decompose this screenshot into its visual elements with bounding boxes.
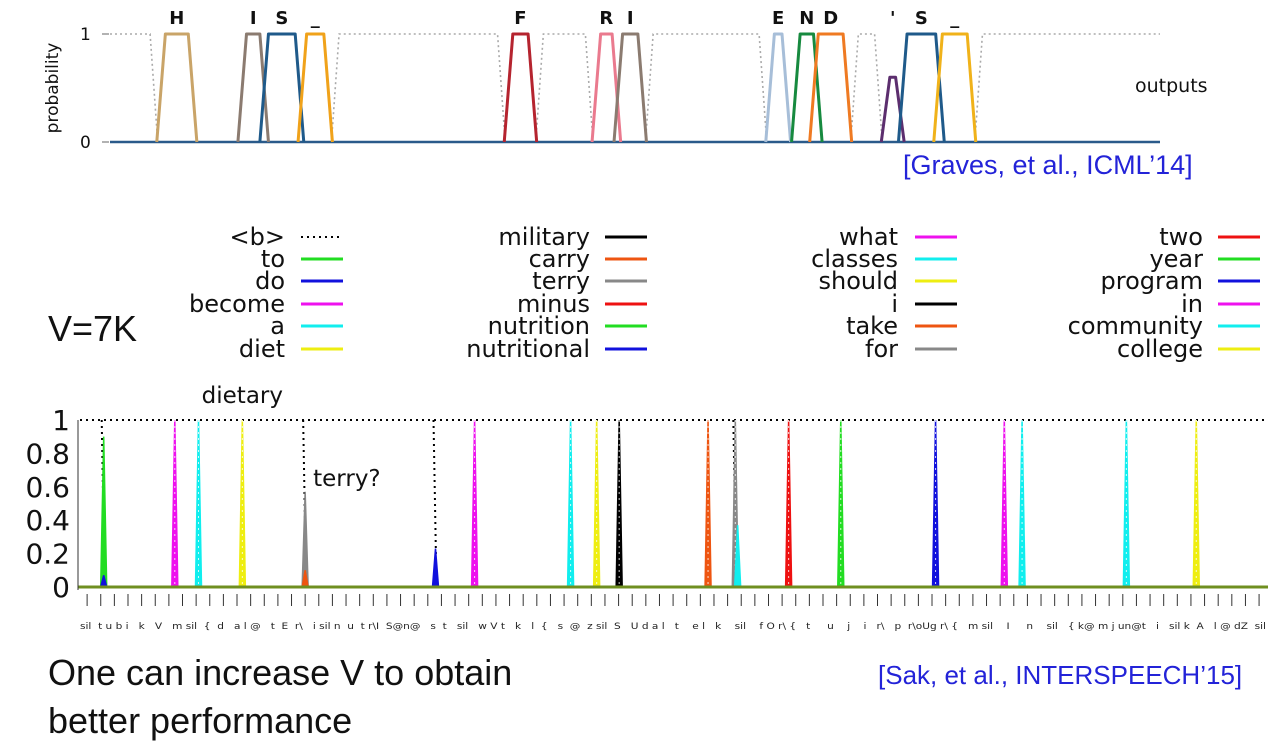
- top-char-label-9: D: [823, 8, 838, 29]
- legend-label-4: a: [270, 312, 285, 340]
- legend-label-23: college: [1117, 335, 1203, 363]
- top-char-label-2: S: [275, 8, 288, 29]
- bottom-annotation-0: dietary: [202, 383, 283, 409]
- top-char-label-5: R: [599, 8, 613, 29]
- vocab-size-label: V=7K: [48, 308, 138, 349]
- legend-label-13: classes: [811, 245, 898, 273]
- bottom-ytick-1: 0.2: [25, 538, 70, 571]
- legend-label-19: year: [1149, 245, 1203, 273]
- top-peak-5: [590, 32, 623, 143]
- bottom-xticks: [86, 594, 1260, 606]
- legend-label-22: community: [1068, 312, 1203, 340]
- top-char-label-11: S: [915, 8, 928, 29]
- top-char-label-0: H: [169, 8, 184, 29]
- bottom-ytick-3: 0.6: [25, 471, 70, 504]
- top-char-label-6: I: [627, 8, 634, 29]
- legend-label-16: take: [846, 312, 898, 340]
- top-peak-9: [808, 32, 854, 143]
- top-char-label-12: _: [950, 8, 959, 29]
- bottom-ytick-4: 0.8: [25, 437, 70, 470]
- bottom-spike-7: [431, 548, 440, 588]
- legend-label-20: program: [1101, 267, 1203, 295]
- top-annotation: outputs: [1135, 75, 1208, 97]
- legend-label-5: diet: [239, 335, 285, 363]
- top-char-labels: H I S _ F R I E N D ' S _: [169, 8, 959, 29]
- top-char-label-4: F: [514, 8, 526, 29]
- top-char-label-10: ': [890, 8, 896, 29]
- citation-graves: [Graves, et al., ICML’14]: [903, 150, 1193, 180]
- top-peak-2: [258, 32, 306, 143]
- legend-label-10: nutrition: [488, 312, 590, 340]
- top-char-label-1: I: [250, 8, 257, 29]
- top-peak-12: [932, 32, 978, 143]
- top-char-label-8: N: [799, 8, 814, 29]
- legend-label-15: i: [891, 290, 898, 318]
- bottom-spike-0: [99, 436, 108, 588]
- bottom-spikes: [99, 419, 1201, 588]
- legend-label-8: terry: [532, 267, 590, 295]
- top-peak-7: [764, 32, 793, 143]
- top-blank-dotted-line: [110, 33, 1160, 143]
- top-peak-11: [896, 32, 946, 143]
- legend-label-1: to: [261, 245, 285, 273]
- caption-line-2: better performance: [48, 700, 353, 741]
- bottom-annotations: dietary terry?: [202, 383, 381, 492]
- bottom-ytick-0: 0: [52, 571, 70, 604]
- legend-label-7: carry: [529, 245, 590, 273]
- bottom-ytick-5: 1: [52, 404, 70, 437]
- top-peaks-group: [155, 32, 978, 143]
- top-peak-8: [790, 32, 824, 143]
- bottom-annotation-1: terry?: [313, 466, 381, 492]
- legend-label-9: minus: [517, 290, 590, 318]
- legend-label-3: become: [189, 290, 285, 318]
- legend-label-11: nutritional: [466, 335, 590, 363]
- bottom-blank-curve: [80, 419, 1265, 588]
- bottom-ctc-chart: 00.20.40.60.81 dietary terry? sil t u b i…: [25, 383, 1268, 632]
- legend-label-6: military: [498, 223, 590, 251]
- legend-label-18: two: [1159, 223, 1203, 251]
- caption-line-1: One can increase V to obtain: [48, 652, 513, 693]
- top-ctc-chart: probability 1 0 H I S _ F R I E N D ' S _ outputs: [43, 8, 1208, 153]
- top-char-label-3: _: [311, 8, 320, 29]
- legend-label-17: for: [865, 335, 898, 363]
- bottom-yticks: 00.20.40.60.81: [25, 404, 70, 604]
- legend-label-2: do: [255, 267, 285, 295]
- top-peak-0: [155, 32, 199, 143]
- phone-label-row: sil t u b i k V m sil { d a l @ t E r\ i…: [80, 622, 1266, 632]
- legend-label-21: in: [1181, 290, 1203, 318]
- top-peak-4: [502, 32, 539, 143]
- top-char-label-7: E: [772, 8, 784, 29]
- top-ylabel: probability: [43, 43, 63, 134]
- top-ytick-0: 0: [80, 133, 91, 153]
- legend-label-0: <b>: [230, 223, 285, 251]
- top-ytick-1: 1: [80, 25, 91, 45]
- legend-label-14: should: [818, 267, 898, 295]
- top-blank-curve: [110, 33, 1160, 143]
- legend-label-12: what: [839, 223, 898, 251]
- top-peak-6: [612, 32, 648, 143]
- citation-sak: [Sak, et al., INTERSPEECH’15]: [878, 660, 1243, 690]
- bottom-ytick-2: 0.4: [25, 504, 70, 537]
- top-peak-3: [296, 32, 334, 143]
